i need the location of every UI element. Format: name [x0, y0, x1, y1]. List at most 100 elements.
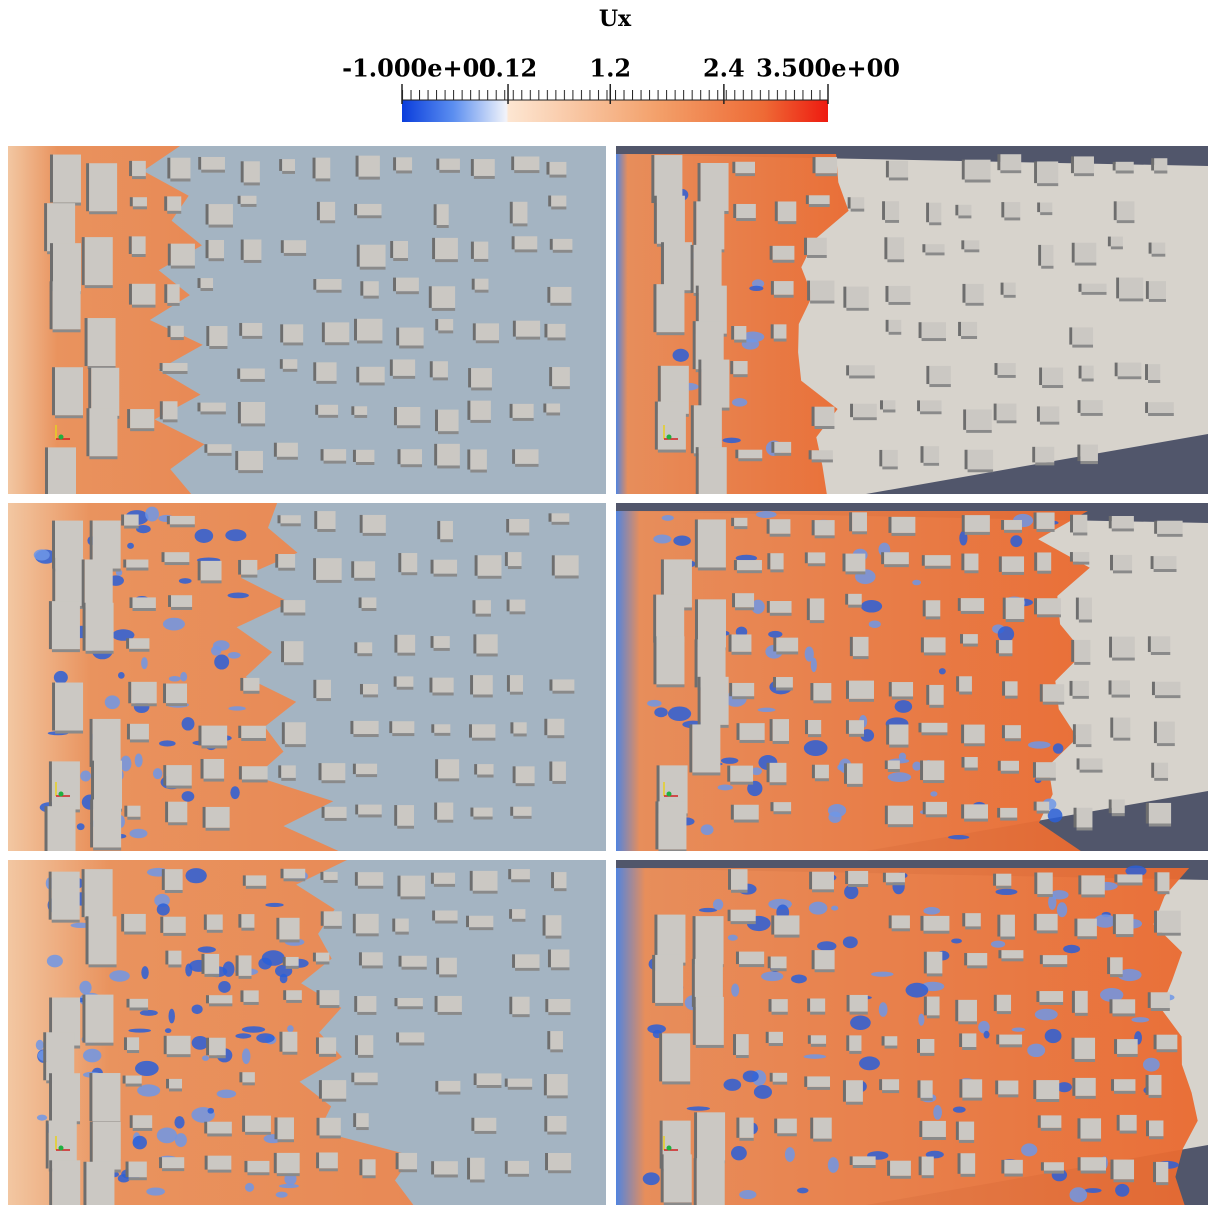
building-side — [1071, 639, 1075, 662]
building-side — [957, 1153, 961, 1174]
building-base — [362, 694, 379, 698]
building — [1080, 1157, 1106, 1171]
building-side — [313, 279, 317, 290]
building — [87, 318, 116, 367]
building-side — [472, 600, 476, 614]
building-side — [659, 1120, 663, 1169]
building-side — [1154, 520, 1158, 534]
building-base — [241, 738, 266, 742]
building — [512, 403, 534, 418]
building-side — [352, 449, 356, 462]
building-side — [434, 443, 438, 466]
building — [1080, 1118, 1102, 1139]
building-base — [247, 1172, 270, 1176]
building-side — [354, 642, 358, 654]
recirculation — [905, 982, 929, 998]
building-base — [550, 302, 572, 306]
building-base — [1156, 1049, 1178, 1053]
building-base — [962, 1047, 977, 1051]
building-side — [512, 766, 516, 784]
building-base — [396, 425, 421, 429]
render-panel — [8, 503, 606, 851]
building-side — [86, 163, 90, 212]
building-base — [355, 933, 379, 937]
building-base — [811, 459, 833, 463]
building-base — [276, 456, 298, 460]
building — [1157, 520, 1183, 534]
building — [1079, 758, 1103, 770]
building-side — [204, 1121, 208, 1134]
building-base — [397, 1006, 423, 1010]
recirculation — [731, 983, 740, 997]
building-side — [1153, 1034, 1157, 1050]
building — [84, 869, 113, 918]
building-side — [359, 1159, 363, 1176]
building — [1115, 914, 1134, 935]
building — [1157, 872, 1170, 892]
building-base — [471, 387, 492, 391]
building — [696, 201, 725, 250]
building-base — [658, 849, 687, 851]
building-side — [771, 915, 775, 935]
building-side — [273, 442, 277, 457]
building-side — [431, 724, 435, 733]
building — [1072, 327, 1094, 345]
building-side — [88, 367, 92, 416]
building-side — [467, 400, 471, 420]
building-side — [727, 909, 731, 922]
building-side — [396, 1032, 400, 1043]
recirculation — [210, 645, 222, 656]
building — [960, 598, 985, 611]
recirculation — [761, 971, 784, 982]
building — [998, 1080, 1019, 1095]
building — [1005, 681, 1018, 696]
building — [848, 593, 862, 605]
recirculation — [53, 670, 68, 684]
building — [693, 405, 722, 454]
building — [885, 872, 905, 883]
building-base — [167, 302, 180, 306]
building-base — [285, 965, 299, 969]
building-base — [358, 814, 382, 818]
building — [921, 1156, 934, 1176]
building-base — [472, 890, 498, 894]
building — [848, 870, 869, 885]
building-base — [132, 608, 156, 612]
building — [849, 994, 868, 1012]
building-base — [358, 176, 380, 180]
building-base — [849, 375, 875, 379]
building-base — [473, 694, 493, 698]
building-side — [163, 765, 167, 786]
building-side — [313, 558, 317, 580]
building-side — [90, 799, 94, 848]
building-side — [773, 677, 777, 688]
building-side — [884, 760, 888, 770]
building-base — [163, 932, 186, 936]
building — [359, 244, 386, 267]
building — [658, 801, 687, 850]
building-side — [128, 236, 132, 255]
building — [921, 722, 948, 733]
building-base — [882, 466, 898, 470]
building — [323, 449, 347, 461]
building — [1156, 721, 1175, 744]
building-side — [654, 401, 658, 450]
building-side — [549, 238, 553, 250]
building-base — [397, 825, 415, 829]
building-side — [735, 449, 739, 459]
building — [958, 1121, 975, 1140]
building-side — [922, 600, 926, 617]
building-base — [964, 179, 991, 183]
building — [888, 285, 911, 302]
building — [731, 869, 748, 890]
recirculation — [127, 542, 134, 549]
building-side — [766, 519, 770, 534]
building — [1119, 277, 1144, 299]
building — [438, 759, 460, 779]
building-base — [238, 975, 252, 979]
building — [132, 197, 147, 207]
building-base — [921, 338, 946, 342]
building-base — [129, 648, 150, 652]
building-base — [282, 1051, 298, 1055]
building-base — [962, 1097, 983, 1101]
